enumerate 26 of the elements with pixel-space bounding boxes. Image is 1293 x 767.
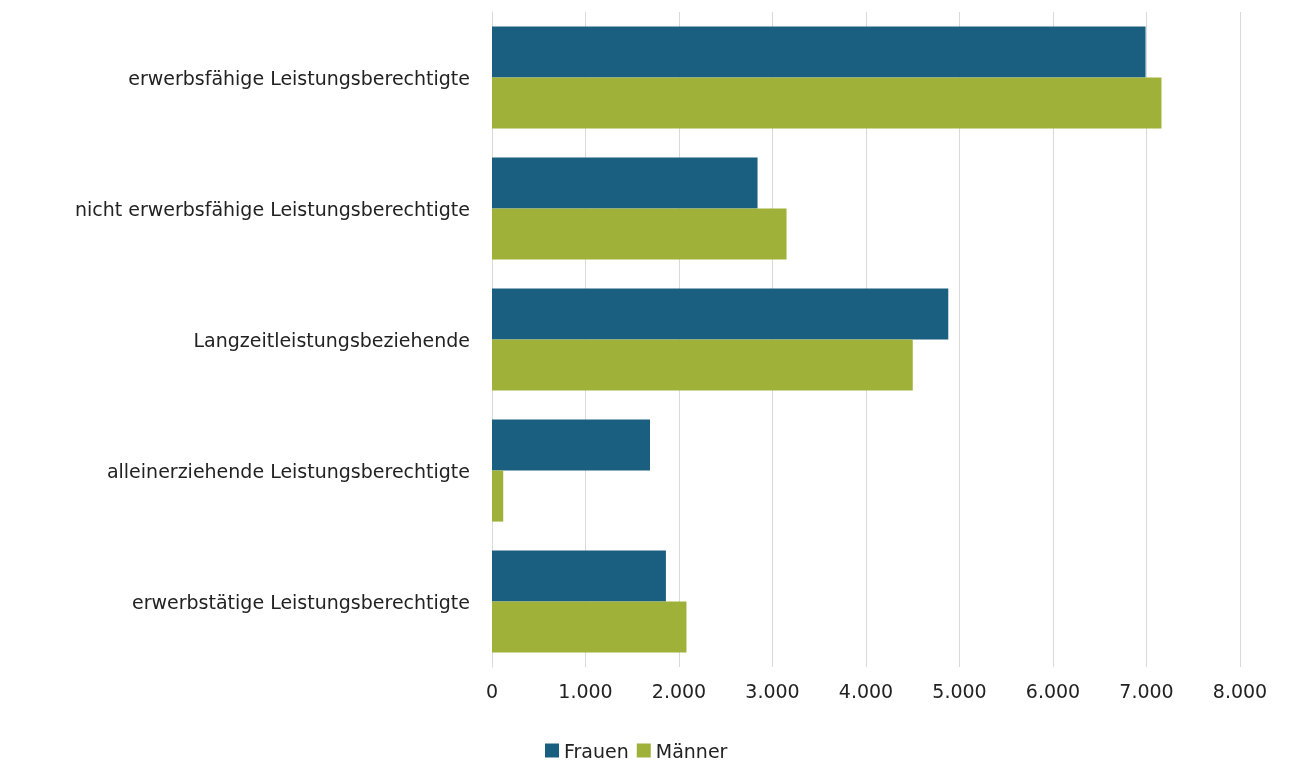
bar xyxy=(492,339,913,391)
x-tick-label: 5.000 xyxy=(932,679,987,702)
legend-label: Frauen xyxy=(564,739,629,762)
bar xyxy=(492,550,666,602)
bar xyxy=(492,26,1146,78)
y-tick-label: erwerbsfähige Leistungsberechtigte xyxy=(128,66,470,89)
x-tick-label: 3.000 xyxy=(745,679,800,702)
x-tick-label: 6.000 xyxy=(1025,679,1081,702)
y-tick-label: alleinerziehende Leistungsberechtigte xyxy=(106,459,470,482)
x-tick-label: 8.000 xyxy=(1212,679,1268,702)
x-tick-label: 4.000 xyxy=(838,679,894,702)
bar xyxy=(492,288,949,340)
x-tick-label: 7.000 xyxy=(1119,679,1174,702)
x-tick-label: 2.000 xyxy=(651,679,707,702)
bar xyxy=(492,77,1162,129)
legend-label: Männer xyxy=(655,739,728,762)
y-tick-label: nicht erwerbsfähige Leistungsberechtigte xyxy=(74,197,470,220)
y-tick-label: erwerbstätige Leistungsberechtigte xyxy=(132,590,470,613)
bar xyxy=(492,601,687,653)
x-tick-label: 1.000 xyxy=(558,679,613,702)
x-tick-label: 0 xyxy=(485,679,499,702)
bar xyxy=(492,419,651,471)
bar xyxy=(492,470,504,522)
bar xyxy=(492,157,758,209)
bar xyxy=(492,208,787,260)
y-tick-label: Langzeitleistungsbeziehende xyxy=(193,328,470,351)
